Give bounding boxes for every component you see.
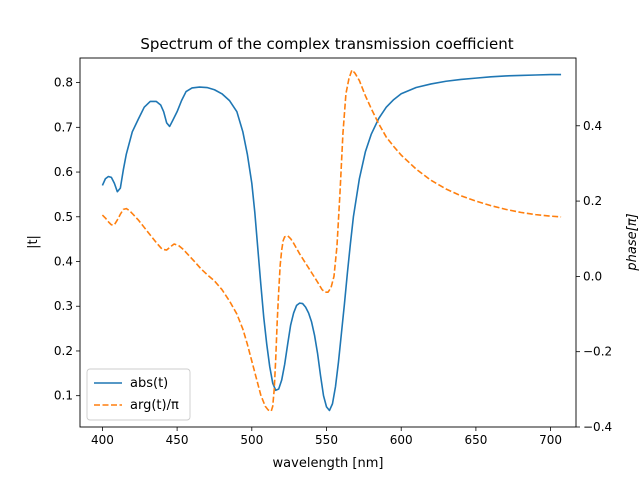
y-left-tick-label: 0.6 [54,165,73,179]
chart-title: Spectrum of the complex transmission coe… [140,35,513,53]
y-axis-left: 0.1 0.2 0.3 0.4 0.5 0.6 0.7 0.8 [54,76,80,403]
x-tick-label: 500 [240,433,263,447]
series-line-arg [101,69,562,412]
y-right-tick-label: 0.2 [583,194,602,208]
x-tick-label: 450 [166,433,189,447]
y-left-tick-label: 0.8 [54,76,73,90]
y-right-tick-label: −0.2 [583,345,612,359]
y-left-tick-label: 0.2 [54,344,73,358]
y-axis-right-label: phase[π] [625,213,640,271]
y-left-tick-label: 0.1 [54,389,73,403]
y-left-tick-label: 0.4 [54,255,73,269]
legend: abs(t) arg(t)/π [86,368,191,421]
legend-label-arg: arg(t)/π [130,398,179,413]
legend-box [86,368,191,421]
x-tick-label: 700 [539,433,562,447]
y-right-tick-label: 0.4 [583,119,602,133]
x-tick-label: 400 [91,433,114,447]
y-axis-left-label: |t| [26,235,41,249]
y-left-tick-label: 0.3 [54,299,73,313]
plot-area [79,57,577,428]
y-axis-right: −0.4 −0.2 0.0 0.2 0.4 [576,119,612,434]
y-right-tick-label: 0.0 [583,269,602,283]
legend-label-abs: abs(t) [130,376,168,391]
x-axis-label: wavelength [nm] [273,456,384,471]
x-tick-label: 600 [390,433,413,447]
series-layer [101,69,562,412]
series-line-abs [101,73,562,412]
x-axis: 400 450 500 550 600 650 700 [91,427,562,447]
x-tick-label: 650 [464,433,487,447]
axes-frame [79,57,577,428]
y-right-tick-label: −0.4 [583,420,612,434]
y-left-tick-label: 0.7 [54,120,73,134]
y-left-tick-label: 0.5 [54,210,73,224]
x-tick-label: 550 [315,433,338,447]
